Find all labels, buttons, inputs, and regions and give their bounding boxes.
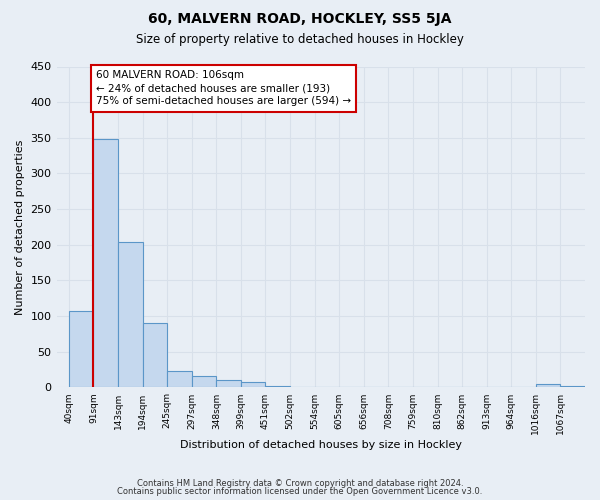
Bar bbox=[167, 371, 192, 388]
Text: Size of property relative to detached houses in Hockley: Size of property relative to detached ho… bbox=[136, 32, 464, 46]
Bar bbox=[536, 384, 560, 388]
Bar bbox=[241, 382, 265, 388]
Bar bbox=[118, 242, 143, 388]
Text: Contains public sector information licensed under the Open Government Licence v3: Contains public sector information licen… bbox=[118, 487, 482, 496]
Text: Contains HM Land Registry data © Crown copyright and database right 2024.: Contains HM Land Registry data © Crown c… bbox=[137, 478, 463, 488]
X-axis label: Distribution of detached houses by size in Hockley: Distribution of detached houses by size … bbox=[180, 440, 462, 450]
Bar bbox=[364, 386, 388, 388]
Bar bbox=[69, 311, 94, 388]
Bar bbox=[192, 376, 217, 388]
Bar bbox=[265, 386, 290, 388]
Bar bbox=[217, 380, 241, 388]
Text: 60 MALVERN ROAD: 106sqm
← 24% of detached houses are smaller (193)
75% of semi-d: 60 MALVERN ROAD: 106sqm ← 24% of detache… bbox=[96, 70, 351, 106]
Text: 60, MALVERN ROAD, HOCKLEY, SS5 5JA: 60, MALVERN ROAD, HOCKLEY, SS5 5JA bbox=[148, 12, 452, 26]
Bar bbox=[560, 386, 585, 388]
Bar bbox=[290, 386, 314, 388]
Bar bbox=[143, 324, 167, 388]
Bar bbox=[94, 140, 118, 388]
Y-axis label: Number of detached properties: Number of detached properties bbox=[15, 140, 25, 314]
